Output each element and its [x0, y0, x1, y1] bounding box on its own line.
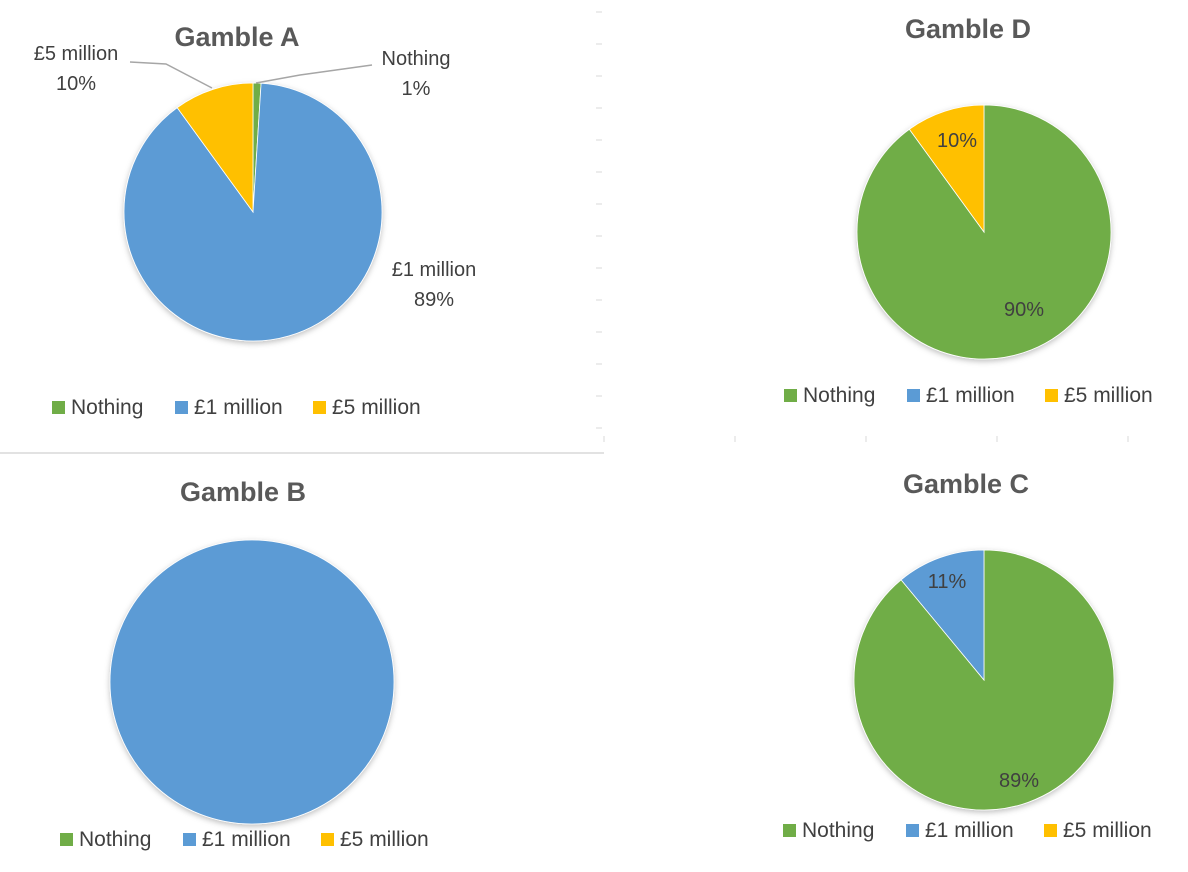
tick-marks-horizontal [603, 436, 1129, 442]
legend-label-1-million: £1 million [194, 396, 283, 419]
pie-slice-5-million [908, 104, 985, 234]
legend-swatch-5-million [1045, 389, 1058, 402]
pie-slices [856, 104, 1112, 360]
data-label-1-million-category: £1 million [392, 259, 476, 281]
chart-gamble-c: Gamble C 11% 89% Nothing £1 million £5 mil… [783, 469, 1152, 842]
tick-marks-vertical [596, 11, 602, 429]
chart-legend: Nothing £1 million £5 million [783, 819, 1152, 842]
chart-gamble-d: Gamble D 10% 90% Nothing £1 million £5 mil… [784, 14, 1153, 407]
data-label-5-million-value: 10% [937, 130, 977, 152]
legend-swatch-5-million [321, 833, 334, 846]
chart-title: Gamble C [903, 469, 1029, 499]
legend-swatch-nothing [60, 833, 73, 846]
legend-label-5-million: £5 million [340, 828, 429, 851]
legend-swatch-1-million [183, 833, 196, 846]
pie-slice-5-million [176, 82, 254, 214]
legend-label-1-million: £1 million [202, 828, 291, 851]
chart-title: Gamble A [174, 22, 299, 52]
data-label-nothing-value: 89% [999, 770, 1039, 792]
legend-swatch-1-million [907, 389, 920, 402]
legend-swatch-5-million [313, 401, 326, 414]
legend-label-5-million: £5 million [1064, 384, 1153, 407]
data-label-nothing-value: 90% [1004, 299, 1044, 321]
data-label-5-million-category: £5 million [34, 43, 118, 65]
pie-slice-1-million [900, 549, 985, 682]
legend-label-nothing: Nothing [71, 396, 143, 419]
data-labels: £5 million 10% Nothing 1% £1 million 89% [34, 43, 476, 311]
data-label-1-million-value: 11% [928, 571, 967, 593]
data-labels: 10% 90% [937, 130, 1044, 321]
data-label-1-million-value: 89% [414, 289, 454, 311]
panel-frame [0, 11, 1129, 454]
pie-slices [853, 549, 1115, 811]
leader-line-nothing [255, 64, 373, 84]
pie-slices [123, 82, 383, 342]
legend-label-1-million: £1 million [926, 384, 1015, 407]
legend-label-1-million: £1 million [925, 819, 1014, 842]
legend-label-nothing: Nothing [79, 828, 151, 851]
legend-label-nothing: Nothing [803, 384, 875, 407]
legend-swatch-5-million [1044, 824, 1057, 837]
chart-legend: Nothing £1 million £5 million [60, 828, 429, 851]
chart-gamble-b: Gamble B Nothing £1 million £5 million [60, 477, 429, 851]
legend-swatch-nothing [784, 389, 797, 402]
legend-swatch-1-million [906, 824, 919, 837]
data-label-5-million-value: 10% [56, 73, 96, 95]
leader-lines [129, 61, 373, 89]
legend-label-5-million: £5 million [1063, 819, 1152, 842]
legend-swatch-nothing [783, 824, 796, 837]
chart-title: Gamble D [905, 14, 1031, 44]
chart-legend: Nothing £1 million £5 million [784, 384, 1153, 407]
chart-gamble-a: Gamble A £5 million 10% Nothing 1% £1 mi… [34, 22, 476, 419]
data-label-nothing-value: 1% [402, 78, 431, 100]
pie-slices [109, 539, 395, 825]
legend-swatch-nothing [52, 401, 65, 414]
chart-title: Gamble B [180, 477, 306, 507]
data-label-nothing-category: Nothing [382, 48, 451, 70]
legend-swatch-1-million [175, 401, 188, 414]
legend-label-nothing: Nothing [802, 819, 874, 842]
chart-legend: Nothing £1 million £5 million [52, 396, 421, 419]
leader-line-5-million [129, 61, 213, 89]
pie-slice-1-million [109, 539, 395, 825]
legend-label-5-million: £5 million [332, 396, 421, 419]
data-labels: 11% 89% [928, 571, 1040, 792]
